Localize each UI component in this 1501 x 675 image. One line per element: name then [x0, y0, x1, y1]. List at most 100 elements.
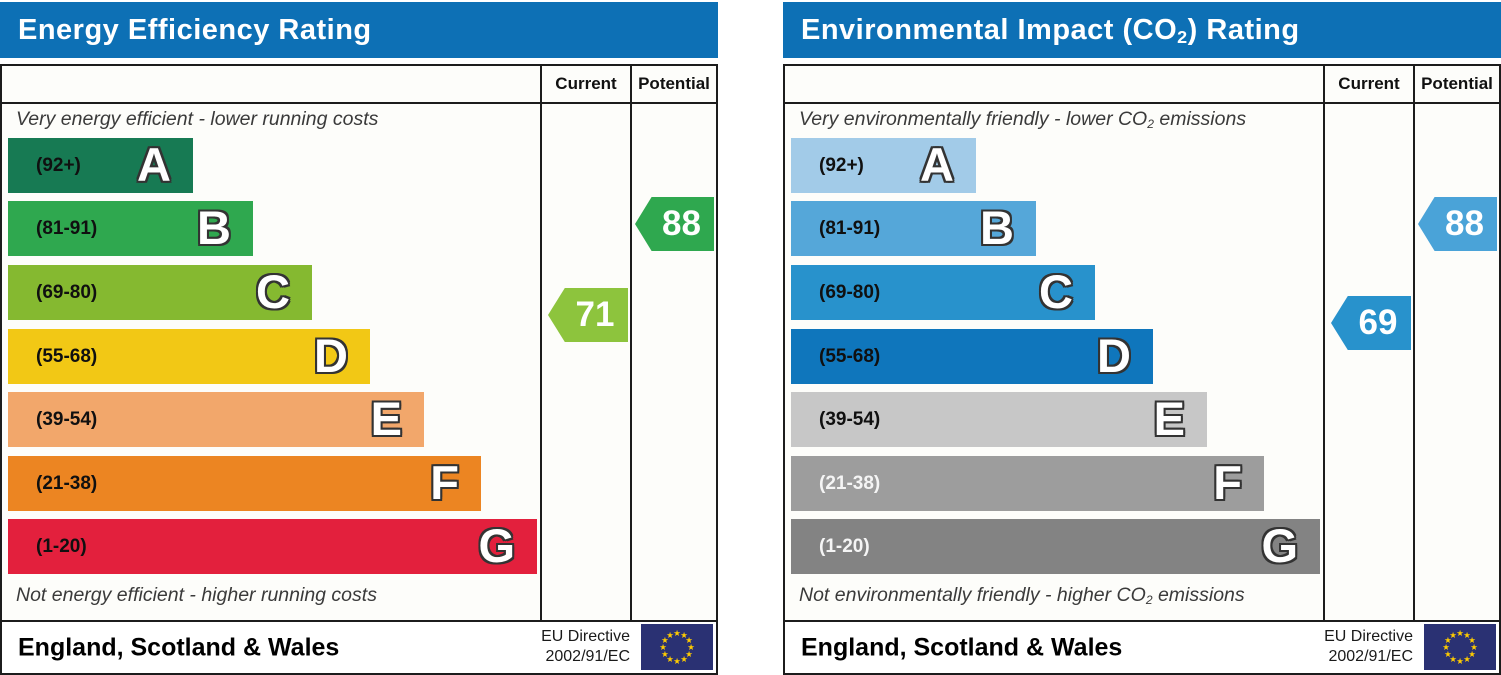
energy-efficiency-rating-panel: Energy Efficiency Rating Current Potenti… [0, 0, 718, 675]
svg-text:★: ★ [661, 650, 669, 660]
current-column-header: Current [1338, 74, 1400, 93]
svg-text:★: ★ [1470, 643, 1478, 653]
band-a-range-label: (92+) [36, 154, 81, 176]
band-a-range-label: (92+) [819, 154, 864, 176]
svg-text:★: ★ [685, 650, 693, 660]
svg-text:★: ★ [1444, 650, 1452, 660]
top-note: Very environmentally friendly - lower CO… [799, 108, 1247, 131]
svg-text:★: ★ [673, 657, 681, 667]
band-b: (81-91) B [8, 201, 253, 256]
band-g-range-label: (1-20) [36, 535, 87, 557]
band-c-letter: C [1039, 264, 1073, 318]
band-e-letter: E [1153, 391, 1185, 445]
potential-rating-value: 88 [662, 204, 701, 243]
svg-text:★: ★ [661, 636, 669, 646]
band-d-range-label: (55-68) [36, 345, 98, 367]
band-f-range-label: (21-38) [819, 472, 881, 494]
band-c-range-label: (69-80) [819, 281, 881, 303]
band-d: (55-68) D [791, 329, 1153, 384]
svg-text:★: ★ [1449, 655, 1457, 665]
environmental-impact-rating-panel: Environmental Impact (CO2) Rating Curren… [783, 0, 1501, 675]
bottom-note: Not environmentally friendly - higher CO… [799, 584, 1245, 607]
band-f-letter: F [430, 455, 459, 509]
svg-text:★: ★ [1468, 650, 1476, 660]
band-d: (55-68) D [8, 329, 370, 384]
energy-title-bar: Energy Efficiency Rating [0, 2, 718, 58]
svg-text:★: ★ [659, 643, 667, 653]
svg-text:★: ★ [1442, 643, 1450, 653]
potential-column-divider [630, 66, 632, 620]
band-f: (21-38) F [8, 456, 481, 511]
potential-column-divider [1413, 66, 1415, 620]
band-f-letter: F [1213, 455, 1242, 509]
band-b-range-label: (81-91) [36, 217, 98, 239]
region-label: England, Scotland & Wales [801, 633, 1123, 661]
energy-chart-frame: Current Potential Very energy efficient … [0, 64, 718, 622]
environmental-panel-title: Environmental Impact (CO2) Rating [801, 14, 1300, 47]
potential-rating-arrow: 88 [1418, 197, 1497, 251]
svg-text:★: ★ [666, 655, 674, 665]
band-e-letter: E [370, 391, 402, 445]
band-g-letter: G [1261, 518, 1298, 572]
eu-directive-label: EU Directive 2002/91/EC [1324, 628, 1413, 665]
band-a: (92+) A [8, 138, 193, 193]
current-rating-value: 71 [575, 295, 615, 334]
svg-text:★: ★ [1444, 636, 1452, 646]
eu-flag-icon: ★ ★★ ★★★ ★★★ ★★★ [1424, 624, 1496, 670]
svg-text:★: ★ [1456, 657, 1464, 667]
column-header-underline [2, 102, 716, 104]
svg-text:★: ★ [680, 631, 688, 641]
svg-text:★: ★ [673, 629, 681, 639]
band-g: (1-20) G [8, 519, 537, 574]
current-rating-arrow: 69 [1331, 296, 1411, 350]
band-g: (1-20) G [791, 519, 1320, 574]
band-a: (92+) A [791, 138, 976, 193]
band-c: (69-80) C [8, 265, 312, 320]
potential-rating-value: 88 [1445, 204, 1484, 243]
svg-text:★: ★ [680, 655, 688, 665]
top-note: Very energy efficient - lower running co… [16, 108, 379, 130]
potential-rating-arrow: 88 [635, 197, 714, 251]
band-e-range-label: (39-54) [36, 408, 98, 430]
environmental-title-bar: Environmental Impact (CO2) Rating [783, 2, 1501, 58]
band-c: (69-80) C [791, 265, 1095, 320]
energy-panel-title: Energy Efficiency Rating [18, 14, 372, 46]
svg-text:★: ★ [1463, 631, 1471, 641]
eu-directive-label: EU Directive 2002/91/EC [541, 628, 630, 665]
environmental-chart-frame: Current Potential Very environmentally f… [783, 64, 1501, 622]
svg-text:★: ★ [1468, 636, 1476, 646]
band-f-range-label: (21-38) [36, 472, 98, 494]
band-e: (39-54) E [8, 392, 424, 447]
band-d-range-label: (55-68) [819, 345, 881, 367]
band-a-letter: A [920, 137, 954, 191]
potential-column-header: Potential [638, 74, 710, 93]
band-f: (21-38) F [791, 456, 1264, 511]
band-c-letter: C [256, 264, 290, 318]
svg-text:★: ★ [1463, 655, 1471, 665]
band-b: (81-91) B [791, 201, 1036, 256]
energy-footer: England, Scotland & Wales EU Directive 2… [0, 620, 718, 675]
band-b-range-label: (81-91) [819, 217, 881, 239]
column-header-underline [785, 102, 1499, 104]
svg-text:★: ★ [1456, 629, 1464, 639]
current-rating-arrow: 71 [548, 288, 628, 342]
current-column-divider [540, 66, 542, 620]
band-a-letter: A [137, 137, 171, 191]
eu-flag-icon: ★ ★★ ★★★ ★★★ ★★★ [641, 624, 713, 670]
svg-text:★: ★ [687, 643, 695, 653]
band-e-range-label: (39-54) [819, 408, 881, 430]
environmental-footer: England, Scotland & Wales EU Directive 2… [783, 620, 1501, 675]
svg-text:★: ★ [1449, 631, 1457, 641]
bottom-note: Not energy efficient - higher running co… [16, 584, 377, 606]
band-c-range-label: (69-80) [36, 281, 98, 303]
band-e: (39-54) E [791, 392, 1207, 447]
svg-text:★: ★ [666, 631, 674, 641]
band-g-range-label: (1-20) [819, 535, 870, 557]
svg-text:★: ★ [685, 636, 693, 646]
band-d-letter: D [1097, 328, 1131, 382]
region-label: England, Scotland & Wales [18, 633, 340, 661]
current-column-divider [1323, 66, 1325, 620]
band-b-letter: B [980, 200, 1014, 254]
band-b-letter: B [197, 200, 231, 254]
